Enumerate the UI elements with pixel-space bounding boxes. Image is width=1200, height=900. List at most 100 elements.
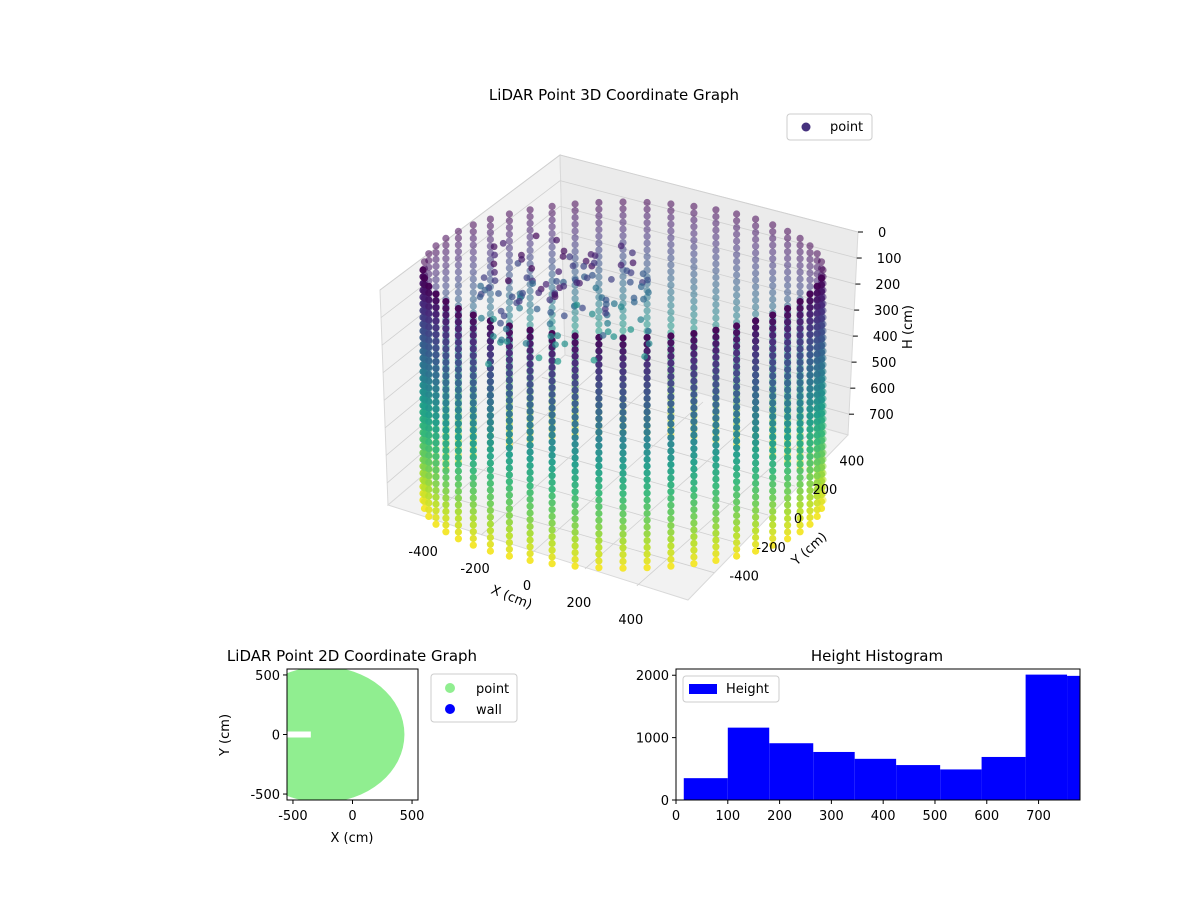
x-tick-label-3d: -400	[408, 545, 438, 560]
cloud-point	[425, 391, 433, 399]
cloud-point	[769, 325, 777, 333]
cloud-point	[733, 342, 741, 350]
cloud-point	[690, 418, 698, 426]
cloud-point	[454, 440, 462, 448]
cloud-point	[425, 384, 433, 392]
cloud-point	[769, 467, 777, 475]
cloud-point	[712, 213, 720, 221]
cloud-point	[505, 539, 513, 547]
cloud-point	[784, 261, 792, 269]
cloud-point	[595, 394, 603, 402]
cloud-point	[505, 464, 513, 472]
cloud-point	[667, 268, 675, 276]
cloud-point	[643, 509, 651, 518]
cloud-point	[667, 346, 675, 354]
cloud-point	[526, 407, 534, 415]
cloud-point	[526, 489, 534, 497]
cloud-point	[546, 320, 554, 328]
cloud-point	[813, 377, 821, 385]
cloud-point	[643, 226, 651, 234]
cloud-point	[505, 257, 513, 265]
cloud-point	[784, 494, 792, 502]
cloud-point	[712, 556, 720, 565]
cloud-point	[733, 532, 741, 540]
cloud-point	[806, 520, 814, 528]
cloud-point	[769, 453, 777, 461]
cloud-point	[442, 453, 450, 461]
cloud-point	[505, 271, 513, 279]
cloud-point	[469, 318, 477, 326]
cloud-point	[454, 281, 462, 290]
cloud-point	[806, 466, 814, 474]
cloud-point	[573, 279, 581, 286]
cloud-point	[432, 317, 440, 325]
cloud-point	[806, 459, 814, 467]
cloud-point	[499, 239, 507, 247]
cloud-point	[806, 507, 814, 515]
cloud-point	[690, 216, 698, 224]
cloud-point	[712, 434, 720, 443]
cloud-point	[645, 289, 652, 296]
cloud-point	[442, 433, 450, 441]
cloud-point	[643, 415, 651, 423]
cloud-point	[712, 448, 720, 456]
cloud-point	[454, 352, 462, 360]
cloud-point	[595, 557, 603, 565]
cloud-point	[752, 445, 760, 454]
cloud-point	[667, 427, 675, 435]
cloud-point	[469, 426, 477, 434]
cloud-point	[784, 454, 792, 462]
cloud-point	[442, 372, 450, 380]
cloud-point	[784, 460, 792, 468]
cloud-point	[667, 288, 675, 296]
cloud-point	[643, 476, 651, 484]
cloud-point	[548, 526, 556, 534]
cloud-point	[526, 294, 534, 302]
cloud-point	[796, 345, 804, 353]
cloud-point	[602, 309, 609, 317]
cloud-point	[712, 321, 720, 329]
cloud-point	[630, 298, 638, 306]
cloud-point	[752, 249, 760, 257]
cloud-point	[667, 494, 675, 503]
cloud-point	[813, 397, 821, 405]
cloud-point	[477, 282, 484, 290]
cloud-point	[571, 220, 579, 228]
cloud-point	[667, 379, 675, 387]
cloud-point	[454, 379, 462, 387]
cloud-point	[548, 472, 556, 480]
cloud-point	[595, 205, 603, 213]
cloud-point	[425, 370, 433, 378]
cloud-point	[486, 398, 494, 406]
cloud-point	[486, 479, 494, 487]
cloud-point	[526, 333, 534, 341]
cloud-point	[454, 386, 462, 394]
cloud-point	[571, 420, 579, 428]
cloud-point	[619, 395, 627, 403]
cloud-point	[643, 314, 651, 322]
cloud-point	[469, 221, 477, 229]
legend-2d-wall-label: wall	[476, 703, 502, 718]
cloud-point	[619, 293, 627, 301]
cloud-point	[571, 515, 579, 523]
cloud-point	[505, 210, 513, 218]
cloud-point	[595, 428, 603, 436]
cloud-point	[486, 547, 494, 555]
cloud-point	[784, 332, 792, 340]
cloud-point	[712, 502, 720, 510]
cloud-point	[619, 211, 627, 220]
cloud-point	[806, 249, 814, 257]
cloud-point	[469, 261, 477, 270]
cloud-point	[690, 431, 698, 439]
cloud-point	[806, 513, 814, 522]
cloud-point	[486, 486, 494, 494]
cloud-point	[784, 325, 792, 333]
cloud-point	[486, 439, 494, 447]
cloud-point	[595, 246, 603, 254]
legend-histogram-box	[682, 675, 780, 703]
cloud-point	[442, 241, 450, 249]
cloud-point	[571, 549, 579, 557]
cloud-point	[425, 377, 433, 385]
cloud-point	[469, 440, 477, 448]
